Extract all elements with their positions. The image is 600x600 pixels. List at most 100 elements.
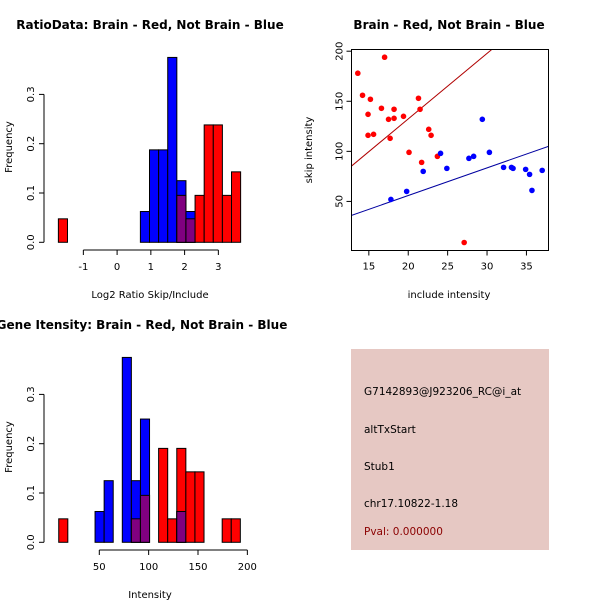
scatter-point-blue	[486, 149, 493, 156]
y-tick-label: 150	[335, 92, 346, 111]
y-tick-label: 0.3	[26, 386, 37, 402]
scatter-point-blue	[466, 155, 472, 162]
histogram-bar-overlap	[176, 194, 187, 243]
gene-histogram-bars	[58, 356, 241, 543]
histogram-bar-brain	[212, 124, 223, 243]
histogram-bar-brain	[230, 518, 241, 543]
gene-histogram-ylabel: Frequency	[4, 421, 15, 473]
scatter-point-red	[428, 132, 434, 139]
scatter-point-red	[359, 92, 366, 99]
scatter-point-red	[367, 96, 374, 103]
histogram-bar-brain	[185, 471, 196, 543]
scatter-point-blue	[479, 116, 486, 123]
gene-histogram-axes: 50 100 150 200 0.0 0.1 0.2 0.3	[26, 386, 257, 573]
scatter-point-red	[406, 149, 412, 156]
y-tick-label: 0.2	[26, 436, 37, 452]
x-tick-label: 200	[238, 562, 257, 573]
scatter-ylabel: skip intensity	[304, 117, 315, 184]
scatter-plot-box	[351, 49, 549, 251]
histogram-bar-not-brain	[139, 210, 150, 243]
stub-label: Stub1	[364, 461, 395, 473]
info-panel: G7142893@J923206_RC@i_at altTxStart Stub…	[351, 349, 549, 550]
scatter-point-red	[385, 116, 392, 123]
scatter-point-red	[365, 132, 371, 139]
x-tick-label: 1	[148, 262, 154, 273]
scatter-point-red	[355, 70, 361, 77]
histogram-bar-not-brain	[158, 149, 169, 243]
y-tick-label: 0.3	[26, 86, 37, 102]
scatter-point-blue	[437, 150, 444, 157]
scatter-point-red	[370, 131, 377, 138]
histogram-bar-not-brain	[167, 56, 178, 243]
histogram-bar-brain	[221, 194, 233, 243]
histogram-bar-not-brain	[94, 510, 105, 543]
histogram-bar-overlap	[130, 518, 141, 543]
scatter-point-red	[400, 113, 407, 120]
histogram-bar-brain	[194, 194, 205, 243]
scatter-point-blue	[420, 168, 427, 175]
ratio-histogram: RatioData: Brain - Red, Not Brain - Blue…	[4, 18, 284, 301]
scatter-point-red	[387, 135, 393, 142]
scatter-point-blue	[526, 171, 533, 178]
y-tick-label: 0.2	[26, 136, 37, 152]
gene-intensity-histogram: Gene Itensity: Brain - Red, Not Brain - …	[0, 318, 287, 600]
histogram-bar-brain	[231, 171, 242, 243]
histogram-bar-overlap	[185, 218, 196, 243]
scatter-point-red	[417, 106, 423, 113]
x-tick-label: 3	[215, 262, 221, 273]
x-tick-label: 25	[441, 262, 454, 273]
x-tick-label: 50	[93, 562, 106, 573]
histogram-bar-not-brain	[121, 356, 132, 543]
fit-line-red	[351, 49, 493, 167]
x-tick-label: 15	[362, 262, 375, 273]
ratio-histogram-xlabel: Log2 Ratio Skip/Include	[91, 290, 208, 301]
intensity-scatter: Brain - Red, Not Brain - Blue include in…	[304, 18, 549, 301]
ratio-histogram-ylabel: Frequency	[4, 121, 15, 173]
probe-id: G7142893@J923206_RC@i_at	[364, 386, 522, 398]
histogram-bar-not-brain	[103, 480, 114, 543]
x-tick-label: 20	[402, 262, 415, 273]
y-tick-label: 200	[335, 42, 346, 61]
scatter-point-red	[378, 105, 385, 112]
scatter-point-red	[391, 115, 397, 122]
scatter-point-blue	[444, 165, 450, 172]
scatter-axes: 15 20 25 30 35 50 100 150 200	[335, 42, 533, 273]
x-tick-label: 150	[188, 562, 207, 573]
histogram-bar-not-brain	[149, 149, 160, 243]
ratio-histogram-bars	[57, 56, 242, 243]
scatter-point-blue	[529, 187, 535, 194]
ratio-histogram-axes: -1 0 1 2 3 0.0 0.1 0.2 0.3	[26, 86, 222, 273]
scatter-point-blue	[470, 153, 477, 160]
histogram-bar-brain	[221, 518, 232, 543]
event-type: altTxStart	[364, 424, 416, 436]
y-tick-label: 0.1	[26, 485, 37, 501]
histogram-bar-brain	[57, 218, 68, 243]
scatter-title: Brain - Red, Not Brain - Blue	[353, 18, 544, 32]
histogram-bar-brain	[158, 447, 169, 543]
fit-line-blue	[351, 145, 549, 216]
y-tick-label: 0.0	[26, 234, 37, 250]
scatter-point-blue	[403, 188, 410, 195]
p-value: Pval: 0.000000	[364, 526, 443, 538]
scatter-point-blue	[522, 166, 529, 173]
x-tick-label: 0	[114, 262, 120, 273]
chromosome-location: chr17.10822-1.18	[364, 498, 459, 510]
scatter-xlabel: include intensity	[408, 290, 491, 301]
histogram-bar-brain	[194, 471, 205, 543]
x-tick-label: -1	[78, 262, 88, 273]
scatter-marks	[351, 49, 549, 246]
scatter-point-red	[461, 239, 467, 246]
scatter-point-red	[391, 106, 397, 113]
histogram-bar-overlap	[176, 510, 187, 543]
scatter-point-blue	[500, 164, 507, 171]
scatter-point-blue	[388, 196, 394, 203]
scatter-point-red	[381, 54, 388, 61]
gene-histogram-xlabel: Intensity	[128, 590, 172, 600]
y-tick-label: 50	[335, 195, 346, 208]
histogram-bar-overlap	[139, 494, 151, 543]
y-tick-label: 0.0	[26, 534, 37, 550]
scatter-point-red	[425, 126, 432, 133]
x-tick-label: 100	[139, 562, 158, 573]
